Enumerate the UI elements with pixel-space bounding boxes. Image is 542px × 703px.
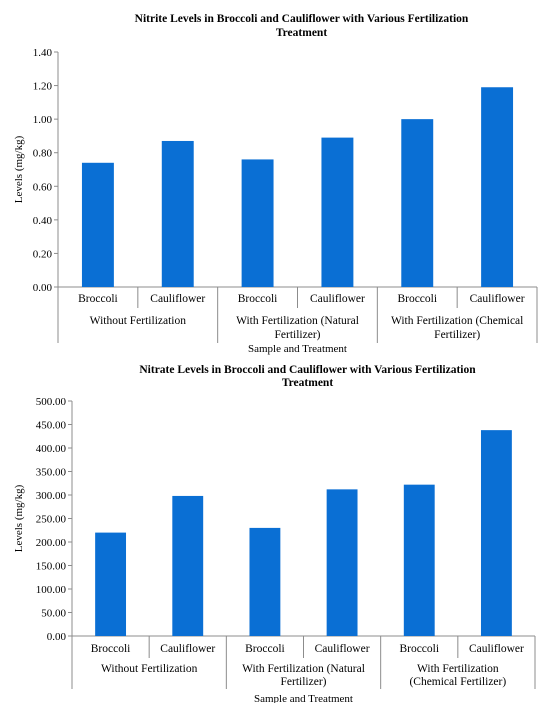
y-tick-label: 1.40 bbox=[33, 47, 53, 59]
chart-title: Treatment bbox=[276, 27, 327, 39]
y-tick-label: 250.00 bbox=[36, 514, 67, 526]
x-category-label: Broccoli bbox=[91, 643, 131, 655]
y-axis-title: Levels (mg/kg) bbox=[13, 484, 25, 552]
y-tick-label: 400.00 bbox=[36, 443, 67, 455]
bar-cauliflower-2 bbox=[326, 489, 358, 636]
bar-broccoli-1 bbox=[95, 532, 127, 636]
chart-title: Nitrate Levels in Broccoli and Cauliflow… bbox=[139, 364, 476, 376]
bar-cauliflower-2 bbox=[321, 137, 354, 287]
y-tick-label: 500.00 bbox=[36, 396, 67, 408]
x-category-label: Cauliflower bbox=[160, 643, 215, 655]
x-category-label: Broccoli bbox=[397, 293, 437, 305]
nitrite-chart-svg: Nitrite Levels in Broccoli and Cauliflow… bbox=[13, 13, 538, 355]
y-tick-label: 0.40 bbox=[33, 215, 53, 227]
x-category-label: Broccoli bbox=[245, 643, 285, 655]
y-tick-label: 0.60 bbox=[33, 181, 53, 193]
x-axis-title: Sample and Treatment bbox=[248, 343, 347, 355]
x-category-label: Broccoli bbox=[78, 293, 118, 305]
y-tick-label: 0.00 bbox=[47, 631, 67, 643]
bar-cauliflower-1 bbox=[161, 140, 194, 287]
x-group-label: With Fertilization (Chemical bbox=[391, 315, 523, 327]
bar-broccoli-3 bbox=[401, 119, 434, 288]
x-category-label: Cauliflower bbox=[315, 643, 370, 655]
y-tick-label: 200.00 bbox=[36, 537, 67, 549]
bar-cauliflower-3 bbox=[481, 87, 514, 287]
bar-cauliflower-1 bbox=[172, 495, 204, 636]
y-tick-label: 1.00 bbox=[33, 114, 53, 126]
bar-broccoli-3 bbox=[403, 484, 435, 636]
x-group-label: With Fertilization (Natural bbox=[242, 663, 365, 675]
y-tick-label: 300.00 bbox=[36, 490, 67, 502]
bar-broccoli-2 bbox=[249, 527, 281, 636]
y-tick-label: 450.00 bbox=[36, 420, 67, 432]
chart-title: Nitrite Levels in Broccoli and Cauliflow… bbox=[135, 13, 469, 25]
y-tick-label: 50.00 bbox=[41, 608, 66, 620]
y-tick-label: 0.80 bbox=[33, 148, 53, 160]
x-group-label: (Chemical Fertilizer) bbox=[409, 676, 506, 688]
bar-broccoli-2 bbox=[241, 159, 274, 287]
x-group-label: With Fertilization bbox=[417, 663, 499, 675]
x-group-label: Fertilizer) bbox=[434, 329, 480, 341]
nitrate-chart: Nitrate Levels in Broccoli and Cauliflow… bbox=[0, 357, 542, 703]
x-category-label: Broccoli bbox=[399, 643, 439, 655]
x-group-label: Without Fertilization bbox=[101, 663, 198, 675]
x-category-label: Broccoli bbox=[238, 293, 278, 305]
y-tick-label: 1.20 bbox=[33, 81, 53, 93]
x-group-label: With Fertilization (Natural bbox=[236, 315, 359, 327]
x-group-label: Without Fertilization bbox=[90, 315, 187, 327]
y-axis-title: Levels (mg/kg) bbox=[13, 135, 25, 203]
x-group-label: Fertilizer) bbox=[281, 676, 327, 688]
y-tick-label: 0.00 bbox=[33, 282, 53, 294]
x-category-label: Cauliflower bbox=[150, 293, 205, 305]
nitrite-chart: Nitrite Levels in Broccoli and Cauliflow… bbox=[13, 13, 538, 355]
bar-broccoli-1 bbox=[81, 162, 114, 287]
y-tick-label: 350.00 bbox=[36, 467, 67, 479]
x-category-label: Cauliflower bbox=[470, 293, 525, 305]
bar-cauliflower-3 bbox=[480, 430, 512, 636]
y-tick-label: 0.20 bbox=[33, 248, 53, 260]
y-tick-label: 100.00 bbox=[36, 584, 67, 596]
x-category-label: Cauliflower bbox=[469, 643, 524, 655]
chart-title: Treatment bbox=[282, 377, 333, 389]
x-category-label: Cauliflower bbox=[310, 293, 365, 305]
x-axis-title: Sample and Treatment bbox=[254, 693, 353, 703]
nitrate-chart-svg: Nitrate Levels in Broccoli and Cauliflow… bbox=[13, 364, 536, 703]
x-group-label: Fertilizer) bbox=[275, 329, 321, 341]
y-tick-label: 150.00 bbox=[36, 561, 67, 573]
